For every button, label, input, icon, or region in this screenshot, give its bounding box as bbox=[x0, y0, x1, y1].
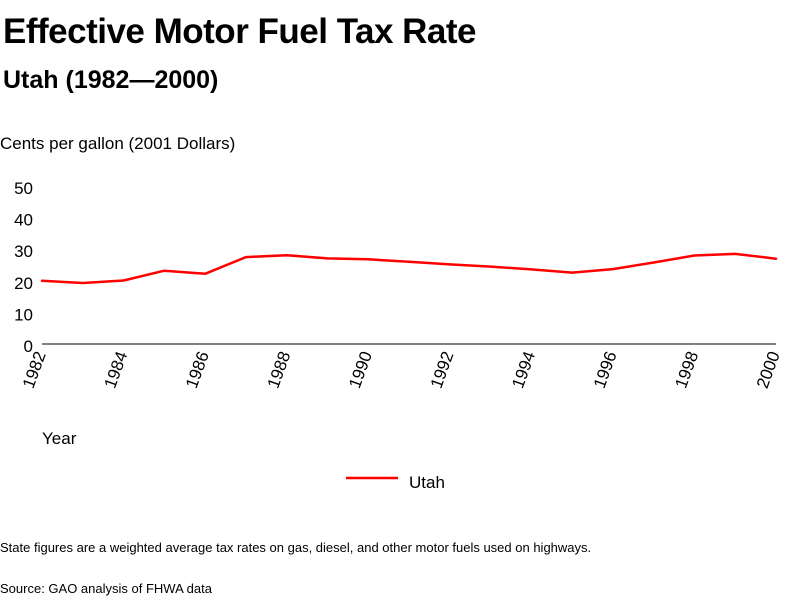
y-tick-label: 10 bbox=[14, 305, 33, 324]
x-tick-label: 1990 bbox=[345, 349, 376, 391]
y-tick-label: 0 bbox=[24, 337, 33, 356]
chart-subtitle: Utah (1982—2000) bbox=[3, 66, 219, 94]
y-tick-label: 20 bbox=[14, 274, 33, 293]
x-axis-ticks: 1982 1984 1986 1988 1990 1992 1994 1996 1998 2000 bbox=[19, 349, 784, 391]
x-tick-label: 1996 bbox=[590, 349, 621, 391]
x-tick-label: 1992 bbox=[427, 349, 458, 391]
footnote: State figures are a weighted average tax… bbox=[0, 540, 592, 555]
y-tick-label: 40 bbox=[14, 211, 33, 230]
y-axis-label: Cents per gallon (2001 Dollars) bbox=[0, 134, 236, 153]
legend: Utah bbox=[346, 473, 445, 492]
series-line-utah bbox=[40, 252, 778, 285]
x-axis-label: Year bbox=[42, 429, 77, 448]
legend-label: Utah bbox=[409, 473, 445, 492]
y-axis-ticks: 0 10 20 30 40 50 bbox=[14, 179, 33, 356]
x-tick-label: 1994 bbox=[508, 349, 539, 391]
source-note: Source: GAO analysis of FHWA data bbox=[0, 581, 212, 596]
x-tick-label: 1998 bbox=[671, 349, 702, 391]
x-tick-label: 1988 bbox=[264, 349, 295, 391]
y-tick-label: 30 bbox=[14, 242, 33, 261]
x-tick-label: 2000 bbox=[753, 349, 784, 391]
y-tick-label: 50 bbox=[14, 179, 33, 198]
chart-title: Effective Motor Fuel Tax Rate bbox=[3, 12, 477, 51]
series-group bbox=[40, 252, 778, 285]
x-tick-label: 1986 bbox=[182, 349, 213, 391]
x-tick-label: 1984 bbox=[101, 349, 132, 391]
